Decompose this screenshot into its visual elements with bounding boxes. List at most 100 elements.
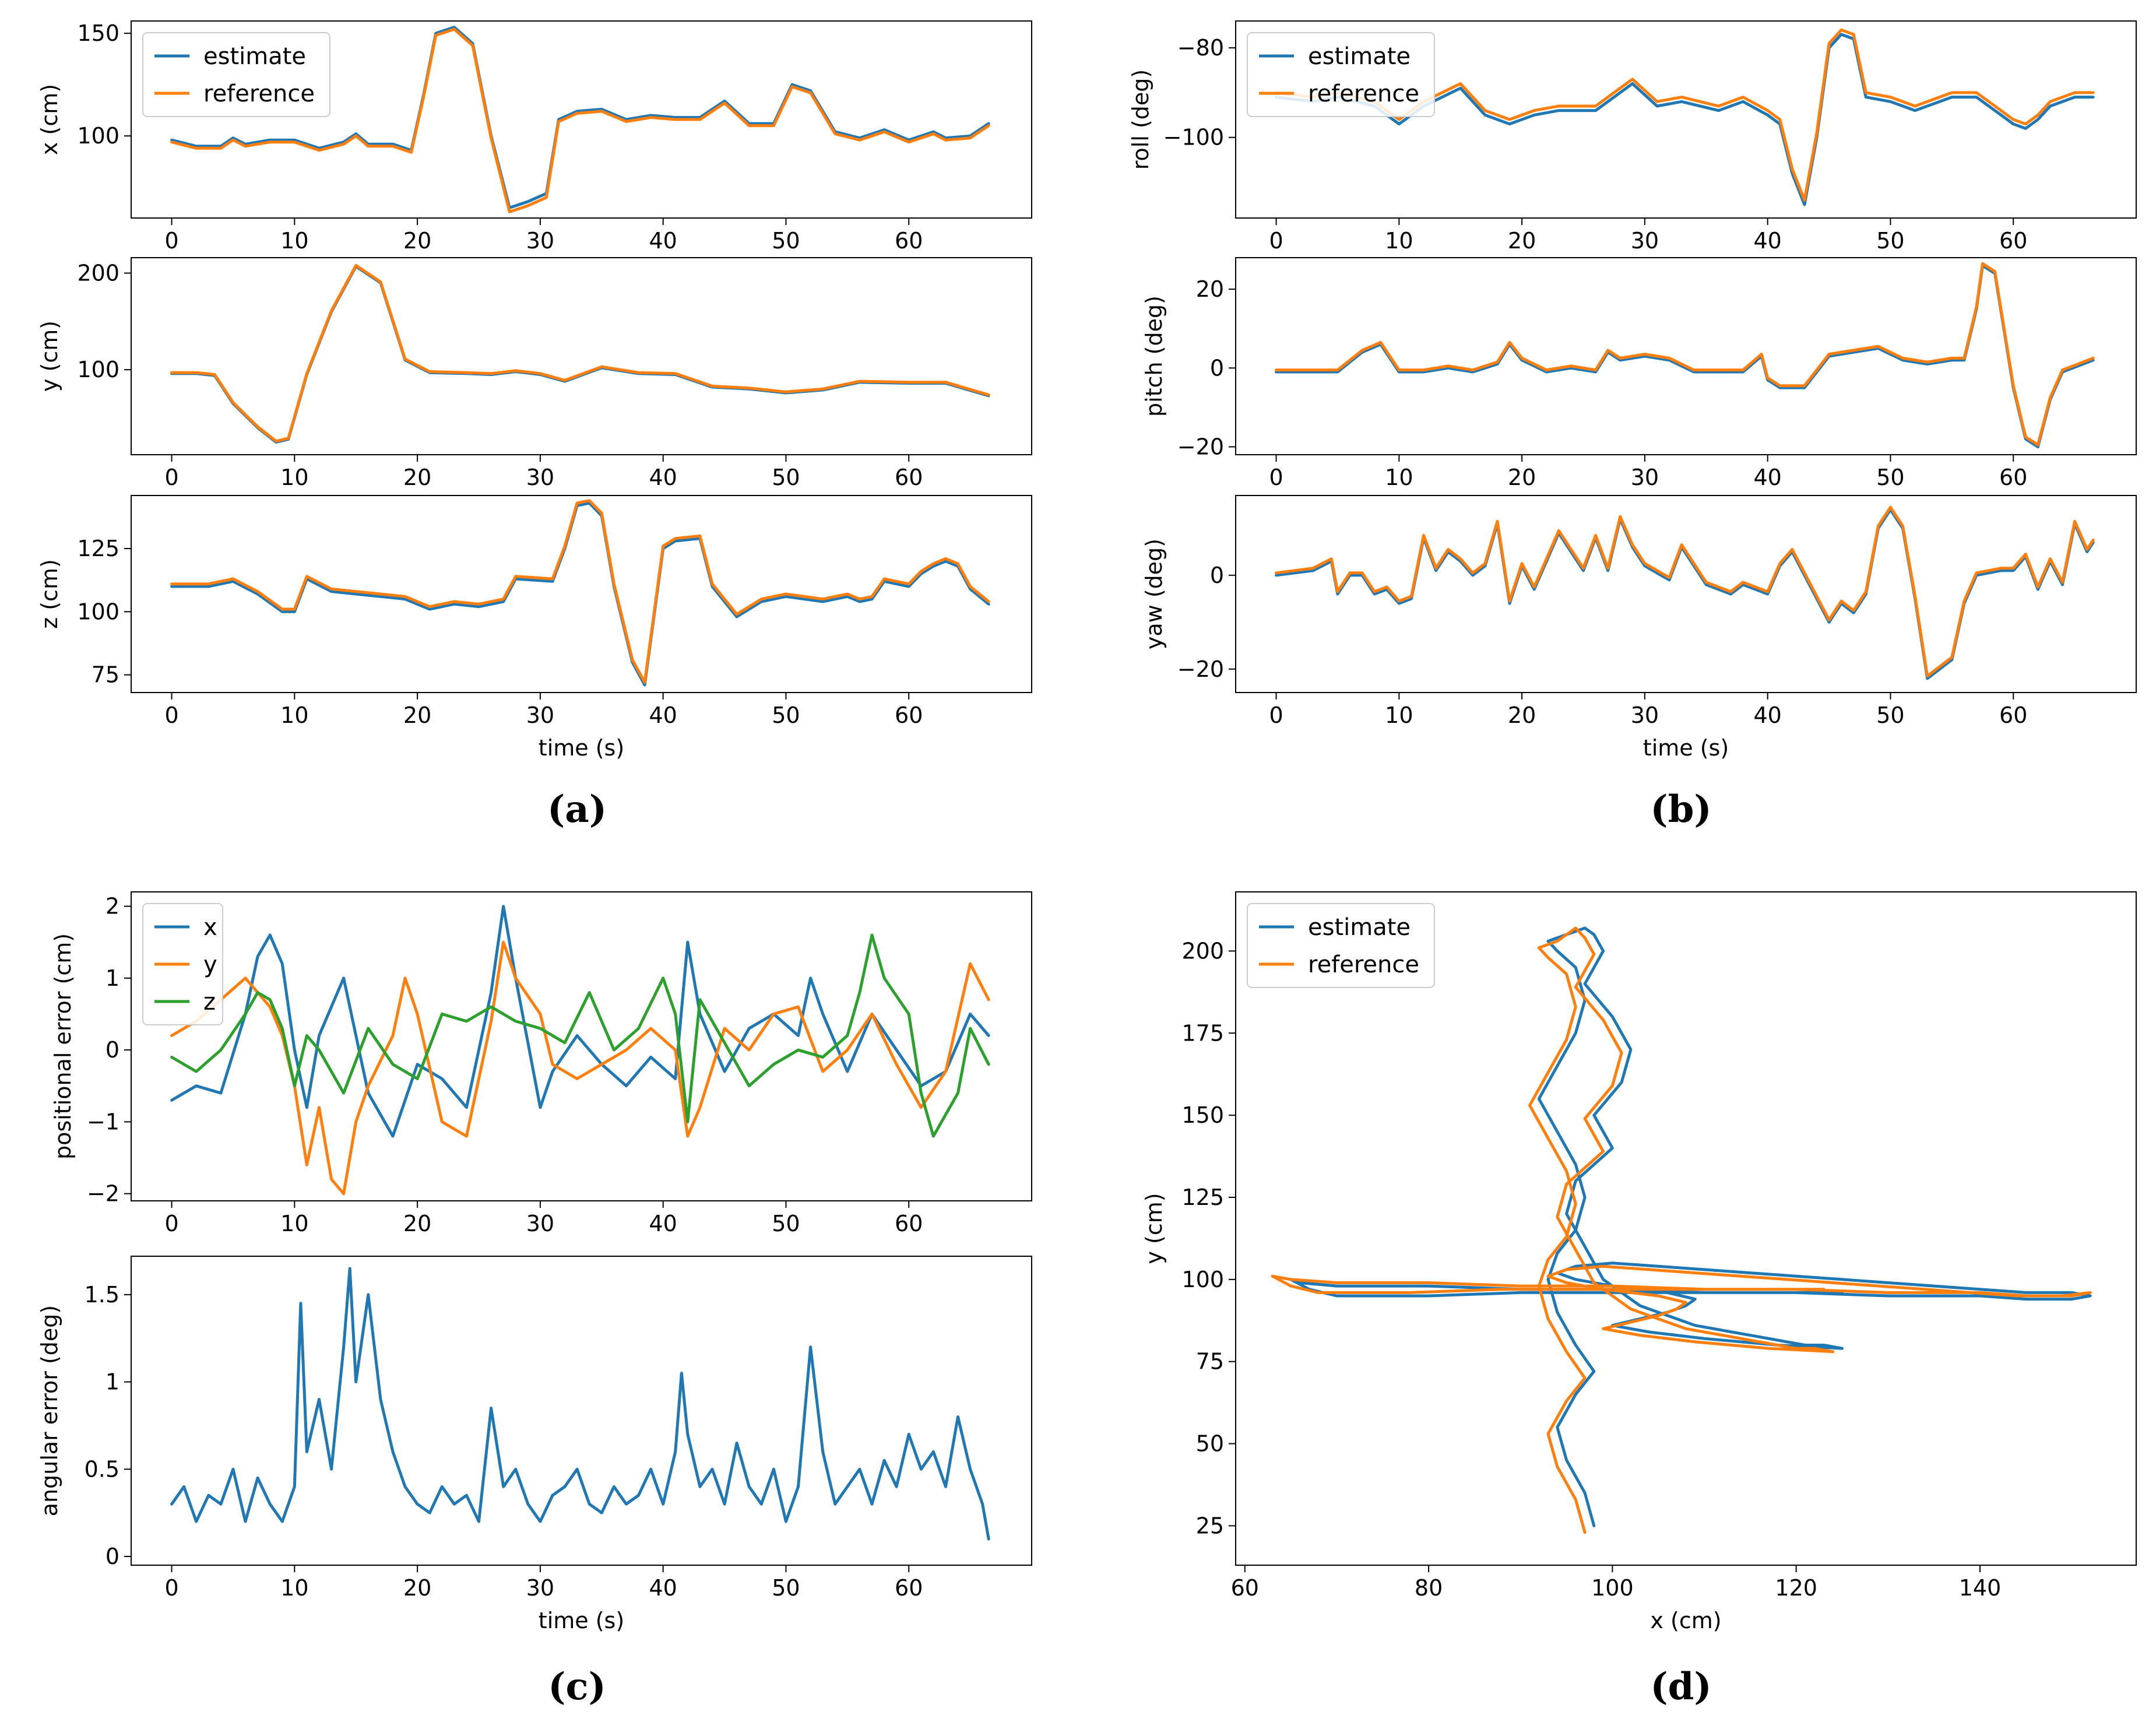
- legend: estimate reference: [1247, 32, 1435, 117]
- y-axis-label: yaw (deg): [1141, 539, 1167, 649]
- x-tick-label: 40: [649, 702, 677, 728]
- x-tick-label: 0: [164, 465, 178, 490]
- y-tick-label: 50: [1196, 1431, 1224, 1457]
- series-line-estimate: [170, 501, 990, 687]
- legend: estimate reference: [1247, 903, 1435, 988]
- x-tick-label: 80: [1415, 1575, 1443, 1601]
- chart-x_cm: 0 10 20 30 40 50 60 100 150 x (cm) estimate referen…: [37, 20, 1032, 254]
- y-tick-label: 20: [1196, 276, 1224, 302]
- x-tick-label: 20: [1508, 228, 1536, 254]
- y-tick-label: 100: [77, 599, 119, 624]
- chart-y_cm: 0 10 20 30 40 50 60 100 200 y (cm): [37, 257, 1032, 490]
- x-tick-label: 10: [280, 1211, 308, 1236]
- x-tick-label: 60: [1999, 228, 2027, 254]
- y-tick-label: 150: [1181, 1102, 1224, 1128]
- y-axis-label: z (cm): [37, 559, 62, 629]
- panel-label-a: (a): [547, 788, 607, 831]
- y-tick-label: 0: [1210, 355, 1224, 381]
- x-tick-label: 50: [1876, 465, 1904, 490]
- x-tick-label: 50: [772, 1211, 800, 1236]
- y-tick-label: −80: [1177, 35, 1224, 61]
- chart-roll_deg: 0 10 20 30 40 50 60 −80 −100 roll (deg) estimate re…: [1128, 20, 2137, 254]
- x-tick-label: 10: [1385, 465, 1413, 490]
- x-tick-label: 40: [1753, 228, 1781, 254]
- series-line-estimate: [1275, 264, 2095, 448]
- x-tick-label: 20: [1508, 465, 1536, 490]
- series-line-reference: [1275, 505, 2095, 678]
- y-axis-label: roll (deg): [1128, 69, 1153, 170]
- series-line-estimate: [1275, 33, 2095, 206]
- x-tick-label: 10: [1385, 228, 1413, 254]
- x-tick-label: 20: [1508, 702, 1536, 728]
- chart-pitch_deg: 0 10 20 30 40 50 60 −20 0 20 pitch (deg): [1141, 257, 2137, 490]
- x-tick-label: 40: [1753, 702, 1781, 728]
- legend-label-estimate: estimate: [1308, 914, 1411, 941]
- legend-box: [1247, 32, 1435, 117]
- series-line-z: [170, 933, 990, 1138]
- y-tick-label: −100: [1163, 125, 1224, 150]
- series-line-reference: [1271, 926, 2092, 1534]
- y-axis-label: pitch (deg): [1141, 296, 1167, 417]
- y-tick-label: 100: [1181, 1267, 1224, 1292]
- y-axis-label: angular error (deg): [37, 1305, 62, 1516]
- y-tick-label: 1: [105, 965, 119, 991]
- y-tick-label: 1: [105, 1369, 119, 1395]
- x-tick-label: 0: [1269, 228, 1283, 254]
- y-tick-label: 175: [1181, 1020, 1224, 1046]
- series-line-reference: [170, 499, 990, 684]
- axes-frame: [131, 257, 1032, 455]
- x-tick-label: 10: [1385, 702, 1413, 728]
- legend-label-reference: reference: [203, 80, 315, 107]
- x-tick-label: 60: [895, 228, 923, 254]
- x-tick-label: 10: [280, 702, 308, 728]
- x-tick-label: 50: [772, 1575, 800, 1601]
- legend-label-x: x: [203, 914, 217, 941]
- x-tick-label: 60: [1999, 702, 2027, 728]
- y-tick-label: 125: [77, 536, 119, 561]
- y-tick-label: 200: [77, 261, 119, 286]
- legend: estimate reference: [142, 32, 330, 117]
- y-tick-label: 1.5: [85, 1282, 119, 1308]
- x-tick-label: 30: [1631, 228, 1659, 254]
- x-tick-label: 10: [280, 465, 308, 490]
- x-tick-label: 40: [649, 228, 677, 254]
- y-tick-label: −1: [87, 1109, 119, 1134]
- legend: xyz: [142, 903, 223, 1025]
- x-tick-label: 30: [526, 228, 554, 254]
- y-tick-label: 150: [77, 20, 119, 46]
- series-line-reference: [1275, 262, 2095, 447]
- legend-label-estimate: estimate: [1308, 43, 1411, 70]
- y-tick-label: 75: [1196, 1349, 1224, 1375]
- x-tick-label: 100: [1591, 1575, 1634, 1601]
- axes-frame: [131, 20, 1032, 219]
- x-tick-label: 60: [895, 702, 923, 728]
- series-line-reference: [170, 263, 990, 443]
- x-tick-label: 60: [1231, 1575, 1259, 1601]
- x-tick-label: 30: [1631, 702, 1659, 728]
- y-tick-label: −2: [87, 1181, 119, 1207]
- axes-frame: [1235, 495, 2137, 693]
- x-tick-label: 0: [164, 1575, 178, 1601]
- y-tick-label: 0: [105, 1544, 119, 1569]
- legend-label-z: z: [203, 989, 216, 1015]
- x-tick-label: 20: [403, 1211, 431, 1236]
- chart-angular_error: 0 10 20 30 40 50 60 0 0.5 1 1.5 time (s) angular err…: [37, 1256, 1032, 1633]
- x-tick-label: 0: [164, 1211, 178, 1236]
- legend-label-y: y: [203, 951, 217, 978]
- legend-box: [1247, 903, 1435, 988]
- y-tick-label: 25: [1196, 1513, 1224, 1538]
- series-line-reference: [170, 27, 990, 213]
- series-line-y: [170, 940, 990, 1196]
- x-tick-label: 10: [280, 228, 308, 254]
- legend-label-estimate: estimate: [203, 43, 306, 70]
- series-line-estimate: [1275, 508, 2095, 680]
- chart-z_cm: 0 10 20 30 40 50 60 75 100 125 time (s) z (cm): [37, 495, 1032, 761]
- legend-box: [142, 32, 330, 117]
- x-axis-label: time (s): [1643, 735, 1729, 761]
- y-tick-label: 200: [1181, 938, 1224, 964]
- legend-label-reference: reference: [1308, 80, 1419, 107]
- x-tick-label: 50: [772, 465, 800, 490]
- x-tick-label: 40: [649, 1575, 677, 1601]
- x-axis-label: time (s): [539, 1608, 624, 1633]
